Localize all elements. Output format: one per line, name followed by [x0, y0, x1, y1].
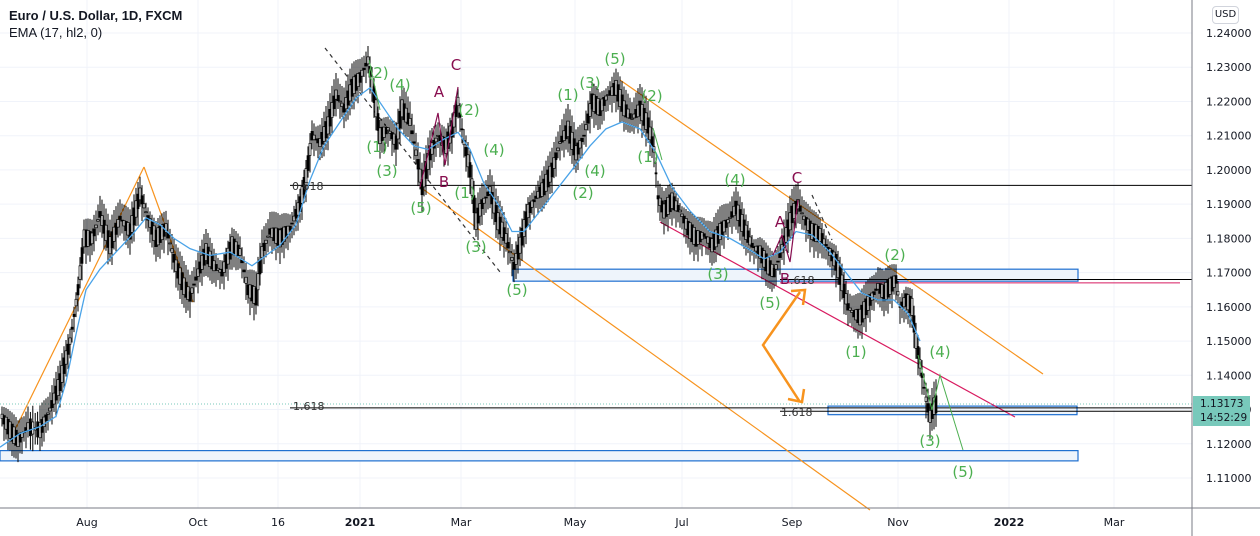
- wave-label: (1): [557, 86, 578, 104]
- currency-button[interactable]: USD: [1212, 6, 1239, 24]
- last-price-value: 1.13173: [1200, 398, 1244, 410]
- time-tick: Aug: [76, 516, 97, 529]
- time-tick: 2022: [994, 516, 1025, 529]
- time-tick: Mar: [451, 516, 472, 529]
- wave-label: (2): [458, 101, 479, 119]
- trendline[interactable]: [419, 186, 871, 511]
- fib-label: .618: [790, 274, 815, 287]
- wave-line[interactable]: [917, 354, 964, 451]
- fib-label: 1.618: [293, 400, 325, 413]
- wave-label: (1): [454, 184, 475, 202]
- price-tick: 1.21000: [1206, 130, 1252, 143]
- symbol-title[interactable]: Euro / U.S. Dollar, 1D, FXCM: [9, 8, 183, 23]
- wave-label: (4): [584, 162, 605, 180]
- wave-lines[interactable]: [368, 59, 964, 451]
- wave-label: (5): [604, 50, 625, 68]
- wave-label: (4): [929, 343, 950, 361]
- wave-label: (4): [724, 171, 745, 189]
- wave-label: B: [780, 270, 790, 288]
- trend-channels[interactable]: [9, 47, 1044, 511]
- bar-countdown: 14:52:29: [1200, 412, 1248, 424]
- wave-label: (4): [389, 76, 410, 94]
- rectangle-zones[interactable]: [0, 268, 1079, 462]
- wave-label: (3): [579, 74, 600, 92]
- indicator-label[interactable]: EMA (17, hl2, 0): [9, 25, 103, 40]
- wave-label: B: [439, 173, 449, 191]
- wave-label: (2): [367, 64, 388, 82]
- wave-label: C: [451, 56, 461, 74]
- price-tick: 1.16000: [1206, 301, 1252, 314]
- last-price-tag: 1.13173 14:52:29: [1193, 396, 1250, 426]
- zone-box[interactable]: [0, 450, 1079, 462]
- fib-label: 1.618: [781, 406, 813, 419]
- wave-label: (5): [952, 463, 973, 481]
- wave-line[interactable]: [368, 59, 381, 111]
- time-tick: Jul: [674, 516, 688, 529]
- projection-arrow[interactable]: [761, 291, 802, 403]
- time-tick: Nov: [887, 516, 909, 529]
- wave-label: (3): [376, 162, 397, 180]
- price-tick: 1.14000: [1206, 369, 1252, 382]
- wave-label: A: [434, 83, 445, 101]
- wave-label: A: [775, 213, 786, 231]
- time-tick: 2021: [345, 516, 376, 529]
- fib-label: 0.618: [292, 180, 324, 193]
- price-tick: 1.24000: [1206, 27, 1252, 40]
- zone-box[interactable]: [512, 268, 1079, 282]
- wave-label: (1): [845, 343, 866, 361]
- wave-label: (3): [707, 265, 728, 283]
- time-axis[interactable]: Aug Oct 16 2021 Mar May Jul Sep Nov 2022 Mar: [76, 516, 1125, 529]
- price-tick: 1.23000: [1206, 61, 1252, 74]
- chart-legend: Euro / U.S. Dollar, 1D, FXCM EMA (17, hl…: [9, 7, 182, 41]
- ema-line: [0, 86, 921, 448]
- trendline[interactable]: [659, 221, 1016, 418]
- price-series: [0, 46, 938, 463]
- price-tick: 1.20000: [1206, 164, 1252, 177]
- wave-label: (1): [366, 138, 387, 156]
- trendline[interactable]: [811, 194, 833, 241]
- time-tick: May: [564, 516, 587, 529]
- price-tick: 1.11000: [1206, 472, 1252, 485]
- price-tick: 1.18000: [1206, 232, 1252, 245]
- wave-label: C: [792, 169, 802, 187]
- wave-label: (2): [884, 246, 905, 264]
- price-tick: 1.19000: [1206, 198, 1252, 211]
- wave-label: (2): [572, 184, 593, 202]
- wave-label: (5): [410, 199, 431, 217]
- time-tick: Mar: [1104, 516, 1125, 529]
- wave-label: (2): [641, 87, 662, 105]
- time-tick: Sep: [782, 516, 803, 529]
- trendline[interactable]: [619, 79, 1044, 375]
- wave-label: (3): [919, 432, 940, 450]
- price-tick: 1.17000: [1206, 267, 1252, 280]
- wave-label: (3): [465, 238, 486, 256]
- wave-label: (5): [759, 294, 780, 312]
- time-tick: 16: [271, 516, 285, 529]
- wave-label: (4): [483, 141, 504, 159]
- price-tick: 1.12000: [1206, 438, 1252, 451]
- wave-label: (5): [506, 281, 527, 299]
- fib-levels[interactable]: [0, 184, 1192, 412]
- time-tick: Oct: [188, 516, 208, 529]
- wave-label: (1): [637, 148, 658, 166]
- wave-labels: CAB CAB(2)(4)(2)(1)(3)(4)(1)(5)(3)(5)(5)(…: [292, 50, 974, 481]
- price-tick: 1.15000: [1206, 335, 1252, 348]
- price-tick: 1.22000: [1206, 95, 1252, 108]
- wave-line[interactable]: [652, 127, 663, 161]
